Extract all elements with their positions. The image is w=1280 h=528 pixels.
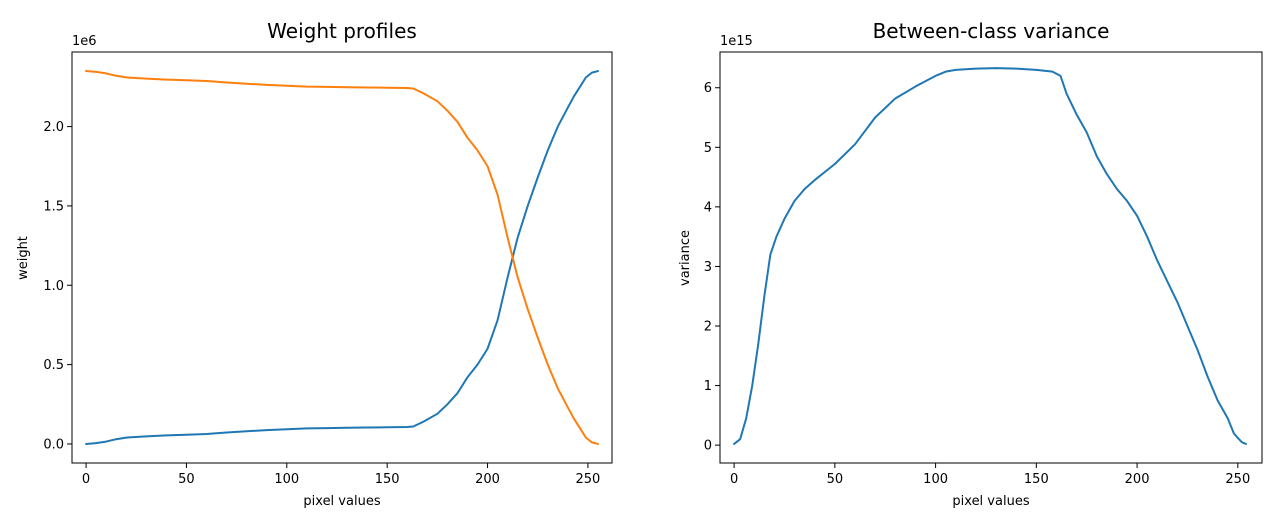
- variance-y-tick-label: 6: [704, 81, 712, 96]
- weight-x-tick-label: 250: [575, 472, 600, 487]
- variance-y-tick-label: 1: [704, 379, 712, 394]
- weight-y-tick-label: 0.0: [43, 437, 64, 452]
- between-class-variance-axes: Between-class variance 1e15 pixel values…: [678, 19, 1263, 509]
- variance-x-tick-label: 100: [923, 472, 948, 487]
- weight-series-line-2: [85, 70, 599, 445]
- variance-x-tick-label: 50: [827, 472, 844, 487]
- variance-x-tick-label: 250: [1225, 472, 1250, 487]
- variance-y-tick-label: 0: [704, 439, 712, 454]
- variance-y-tick-label: 4: [704, 200, 712, 215]
- weight-y-tick-label: 2.0: [43, 120, 64, 135]
- variance-x-tick-label: 200: [1125, 472, 1150, 487]
- variance-y-tick-label: 2: [704, 320, 712, 335]
- weight-x-axis-label: pixel values: [303, 494, 380, 509]
- weight-y-tick-label: 1.5: [43, 199, 64, 214]
- weight-x-tick-label: 200: [475, 472, 500, 487]
- variance-plot-frame: [719, 51, 1263, 464]
- variance-x-tick-label: 0: [730, 472, 738, 487]
- variance-title: Between-class variance: [873, 19, 1110, 43]
- weight-series-line-1: [85, 70, 599, 445]
- variance-x-axis-label: pixel values: [952, 494, 1029, 509]
- variance-y-axis-label: variance: [678, 230, 693, 286]
- weight-x-tick-label: 0: [82, 472, 90, 487]
- weight-x-tick-label: 150: [375, 472, 400, 487]
- variance-y-offset-label: 1e15: [720, 34, 753, 49]
- variance-y-tick-label: 5: [704, 141, 712, 156]
- weight-x-tick-label: 100: [274, 472, 299, 487]
- weight-x-tick-label: 50: [178, 472, 195, 487]
- weight-y-tick-label: 0.5: [43, 358, 64, 373]
- weight-y-axis-label: weight: [16, 236, 31, 280]
- weight-profiles-axes: Weight profiles 1e6 pixel values weight …: [16, 19, 613, 509]
- variance-series-line-1: [733, 67, 1247, 445]
- weight-plot-frame: [71, 51, 613, 464]
- variance-x-tick-label: 150: [1024, 472, 1049, 487]
- weight-y-offset-label: 1e6: [72, 34, 97, 49]
- weight-y-tick-label: 1.0: [43, 279, 64, 294]
- weight-profiles-title: Weight profiles: [267, 19, 417, 43]
- variance-y-tick-label: 3: [704, 260, 712, 275]
